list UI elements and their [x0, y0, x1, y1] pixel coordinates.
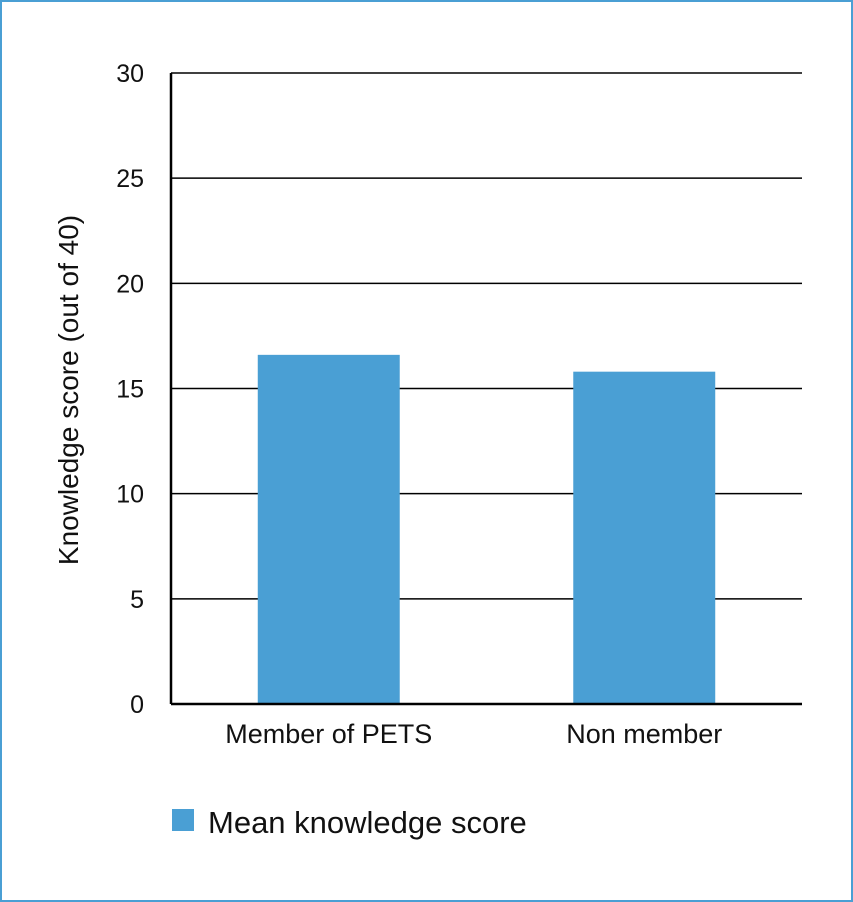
legend-swatch	[172, 809, 194, 831]
y-tick-label: 5	[130, 586, 144, 614]
y-axis-label: Knowledge score (out of 40)	[53, 215, 84, 565]
bar	[573, 371, 716, 704]
legend: Mean knowledge score	[172, 805, 527, 840]
y-tick-label: 0	[130, 691, 144, 719]
y-tick-label: 20	[116, 270, 144, 298]
x-category-label: Non member	[566, 719, 722, 749]
bars	[257, 354, 716, 704]
y-tick-label: 30	[116, 60, 144, 88]
x-category-labels: Member of PETS Non member	[225, 719, 722, 749]
bar	[257, 354, 400, 704]
y-tick-label: 25	[116, 165, 144, 193]
legend-label: Mean knowledge score	[208, 805, 527, 840]
y-tick-label: 10	[116, 481, 144, 509]
y-tick-labels: 0 5 10 15 20 25 30	[116, 60, 144, 719]
x-category-label: Member of PETS	[225, 719, 432, 749]
axes	[169, 73, 802, 706]
y-tick-label: 15	[116, 376, 144, 404]
